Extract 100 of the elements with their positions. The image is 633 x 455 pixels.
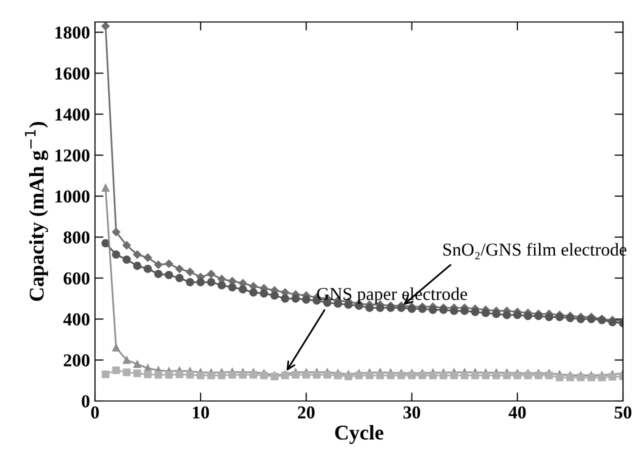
point [207, 372, 215, 380]
point [408, 372, 416, 380]
point [238, 285, 248, 294]
point [355, 372, 363, 380]
y-tick-label: 200 [64, 354, 90, 366]
y-tick-label: 1400 [55, 108, 90, 121]
point [429, 372, 437, 380]
point [260, 372, 268, 380]
point [482, 372, 490, 380]
x-tick-label: 50 [614, 406, 632, 419]
point [239, 370, 247, 379]
point [218, 281, 226, 290]
point [122, 241, 131, 250]
point [471, 372, 479, 380]
y-tick-label: 1600 [55, 67, 90, 80]
point [228, 283, 236, 292]
point [576, 374, 585, 382]
point [503, 372, 511, 380]
point [514, 372, 522, 380]
point [408, 304, 416, 313]
point [186, 268, 194, 276]
point [492, 310, 500, 318]
y-tick-label: 0 [82, 395, 90, 408]
x-tick-label: 10 [193, 406, 209, 419]
point [334, 372, 342, 380]
y-axis-title: Capacity (mAh g$^{−1}$) [24, 122, 48, 301]
point [566, 374, 574, 382]
point [324, 370, 332, 379]
point [122, 368, 130, 376]
y-tick-label: 400 [63, 313, 90, 326]
point [418, 304, 427, 313]
point [112, 250, 120, 259]
point [270, 291, 279, 300]
point [228, 370, 236, 379]
x-tick-label: 30 [403, 406, 420, 419]
point [101, 22, 110, 30]
point [133, 262, 142, 270]
point [112, 344, 120, 352]
point [164, 260, 174, 268]
x-tick-label: 0 [91, 406, 99, 419]
point [302, 295, 310, 304]
x-tick-label: 20 [298, 406, 315, 419]
point [133, 250, 142, 259]
point [175, 274, 184, 282]
point [196, 372, 204, 380]
point [102, 370, 110, 378]
point [186, 370, 194, 379]
point [207, 270, 216, 278]
point [492, 372, 500, 380]
point [176, 370, 184, 378]
point [206, 278, 216, 286]
point [218, 372, 226, 380]
point [524, 312, 532, 320]
point [513, 310, 522, 320]
point [250, 370, 258, 379]
point [365, 304, 374, 312]
point [460, 372, 468, 380]
y-tick-label: 600 [64, 272, 90, 285]
point [598, 374, 606, 382]
point [545, 372, 553, 380]
point [482, 308, 490, 318]
point [556, 374, 564, 382]
point [154, 260, 162, 269]
point [249, 288, 258, 297]
point [502, 310, 512, 320]
point [312, 370, 321, 379]
point [196, 278, 205, 286]
x-tick-label: 40 [508, 406, 526, 419]
point [534, 372, 542, 380]
point [260, 289, 268, 298]
point [366, 372, 374, 380]
point [524, 372, 532, 380]
y-tick-label: 1000 [55, 190, 90, 203]
point [144, 253, 152, 262]
point [344, 300, 353, 309]
point [544, 312, 554, 322]
point [291, 294, 300, 303]
point [397, 304, 406, 312]
point [397, 372, 406, 380]
point [344, 372, 352, 380]
point [144, 370, 152, 378]
point [588, 374, 596, 382]
point [292, 370, 300, 379]
point [122, 356, 130, 364]
point [470, 308, 480, 316]
point [302, 370, 310, 379]
point [133, 360, 142, 368]
point [428, 306, 438, 314]
y-tick-label: 1800 [55, 26, 90, 39]
point [112, 366, 120, 374]
point [418, 372, 426, 380]
point [460, 306, 469, 316]
point [440, 372, 448, 380]
point [154, 270, 163, 278]
point [450, 372, 458, 380]
point [280, 294, 290, 303]
point [376, 304, 384, 312]
point [154, 370, 162, 379]
point [144, 264, 152, 274]
point [186, 278, 194, 286]
